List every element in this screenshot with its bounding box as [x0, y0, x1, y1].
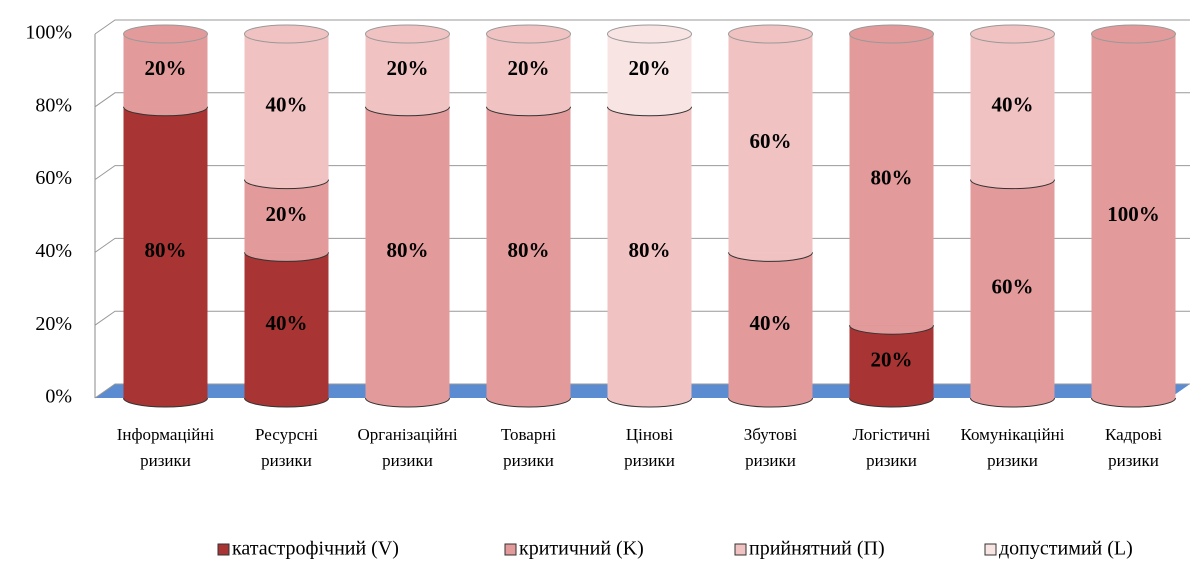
legend-label: прийнятний (П) [749, 538, 885, 560]
value-label: 40% [266, 93, 308, 117]
cylinder-segment [244, 252, 329, 398]
cylinder-segment [244, 179, 329, 253]
value-label: 60% [750, 129, 792, 153]
value-label: 60% [992, 275, 1034, 299]
segment-bottom [1091, 397, 1176, 408]
cylinder-top [849, 24, 934, 44]
x-tick-label: Цінові ризики [624, 425, 675, 470]
grid-line [94, 237, 1190, 253]
cylinder-segment [123, 34, 208, 107]
x-tick-label: Збутові ризики [744, 425, 798, 470]
value-label: 20% [871, 347, 913, 371]
cylinder-top [244, 24, 329, 44]
value-label: 100% [1107, 202, 1160, 226]
x-tick-label: Організаційні ризики [357, 425, 457, 470]
legend-swatch [734, 543, 747, 556]
segment-bottom [728, 252, 813, 262]
segment-bottom [607, 397, 692, 408]
cylinder-segment [728, 34, 813, 253]
segment-bottom [970, 179, 1055, 190]
segment-bottom [244, 252, 329, 262]
segment-bottom [244, 179, 329, 190]
cylinder-segment [365, 106, 450, 399]
grid-line [94, 19, 1190, 35]
x-tick-label: Ресурсні ризики [255, 425, 318, 470]
grid-line [94, 310, 1190, 326]
value-label: 20% [629, 56, 671, 80]
y-tick-label: 100% [25, 22, 72, 44]
cylinder-segment [365, 34, 450, 107]
x-tick-label: Комунікаційні ризики [960, 425, 1064, 470]
segment-bottom [849, 325, 934, 335]
value-label: 80% [145, 238, 187, 262]
segment-bottom [486, 106, 571, 117]
legend-label: катастрофічний (V) [232, 538, 399, 560]
legend-label: допустимий (L) [999, 538, 1133, 560]
cylinder-top [365, 24, 450, 44]
cylinder-top [970, 24, 1055, 44]
cylinder-segment [486, 106, 571, 399]
cylinder-segment [486, 34, 571, 107]
cylinder-top [1091, 24, 1176, 44]
x-tick-label: Кадрові ризики [1105, 425, 1162, 470]
grid-line [94, 165, 1190, 181]
value-label: 40% [750, 311, 792, 335]
cylinder-segment [970, 179, 1055, 398]
cylinder-top [486, 24, 571, 44]
legend-label: критичний (K) [519, 538, 644, 560]
segment-bottom [123, 397, 208, 408]
segment-bottom [607, 106, 692, 117]
value-label: 40% [992, 93, 1034, 117]
value-label: 20% [508, 56, 550, 80]
value-label: 40% [266, 311, 308, 335]
segment-bottom [244, 397, 329, 408]
y-tick-label: 60% [35, 167, 72, 189]
legend-swatch [504, 543, 517, 556]
legend-swatch [984, 543, 997, 556]
value-label: 80% [871, 165, 913, 189]
segment-bottom [728, 397, 813, 408]
value-label: 20% [266, 202, 308, 226]
value-label: 80% [629, 238, 671, 262]
y-tick-label: 80% [35, 94, 72, 116]
segment-bottom [486, 397, 571, 408]
cylinder-segment [607, 34, 692, 107]
x-tick-label: Інформаційні ризики [117, 425, 215, 470]
value-label: 80% [508, 238, 550, 262]
cylinder-segment [1091, 34, 1176, 398]
cylinder-segment [849, 325, 934, 398]
segment-bottom [849, 397, 934, 408]
value-label: 80% [387, 238, 429, 262]
value-label: 20% [387, 56, 429, 80]
cylinder-segment [123, 106, 208, 399]
x-tick-label: Товарні ризики [501, 425, 557, 470]
segment-bottom [970, 397, 1055, 408]
segment-bottom [123, 106, 208, 117]
cylinder-top [728, 24, 813, 44]
legend-swatch [217, 543, 230, 556]
cylinder-segment [849, 34, 934, 326]
y-tick-label: 20% [35, 313, 72, 335]
segment-bottom [365, 106, 450, 117]
cylinder-top [607, 24, 692, 44]
cylinder-segment [607, 106, 692, 399]
y-tick-label: 40% [35, 240, 72, 262]
x-tick-label: Логістичні ризики [853, 425, 931, 470]
cylinder-segment [244, 34, 329, 180]
value-label: 20% [145, 56, 187, 80]
cylinder-top [123, 24, 208, 44]
y-tick-label: 0% [45, 386, 72, 408]
segment-bottom [365, 397, 450, 408]
grid-line [94, 383, 1190, 399]
grid-line [94, 92, 1190, 108]
cylinder-segment [970, 34, 1055, 180]
cylinder-segment [728, 252, 813, 398]
